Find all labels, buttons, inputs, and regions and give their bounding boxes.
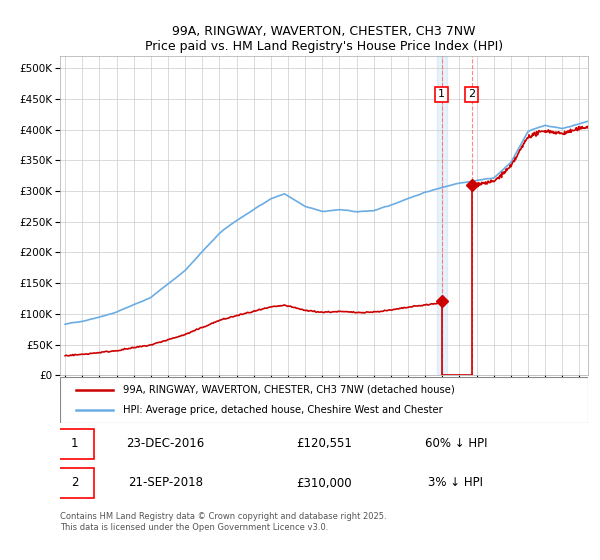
Text: £310,000: £310,000 xyxy=(296,477,352,489)
Text: £120,551: £120,551 xyxy=(296,437,352,450)
FancyBboxPatch shape xyxy=(55,429,94,459)
Bar xyxy=(437,56,447,375)
Text: 99A, RINGWAY, WAVERTON, CHESTER, CH3 7NW (detached house): 99A, RINGWAY, WAVERTON, CHESTER, CH3 7NW… xyxy=(124,385,455,395)
Text: 23-DEC-2016: 23-DEC-2016 xyxy=(127,437,205,450)
Text: 21-SEP-2018: 21-SEP-2018 xyxy=(128,477,203,489)
Text: 60% ↓ HPI: 60% ↓ HPI xyxy=(425,437,487,450)
Text: 1: 1 xyxy=(71,437,79,450)
Text: 2: 2 xyxy=(468,89,475,99)
Text: 1: 1 xyxy=(438,89,445,99)
Text: Contains HM Land Registry data © Crown copyright and database right 2025.
This d: Contains HM Land Registry data © Crown c… xyxy=(60,512,386,532)
FancyBboxPatch shape xyxy=(60,377,588,423)
Text: 3% ↓ HPI: 3% ↓ HPI xyxy=(428,477,484,489)
Text: HPI: Average price, detached house, Cheshire West and Chester: HPI: Average price, detached house, Ches… xyxy=(124,405,443,415)
Title: 99A, RINGWAY, WAVERTON, CHESTER, CH3 7NW
Price paid vs. HM Land Registry's House: 99A, RINGWAY, WAVERTON, CHESTER, CH3 7NW… xyxy=(145,25,503,53)
FancyBboxPatch shape xyxy=(55,468,94,498)
Text: 2: 2 xyxy=(71,477,79,489)
